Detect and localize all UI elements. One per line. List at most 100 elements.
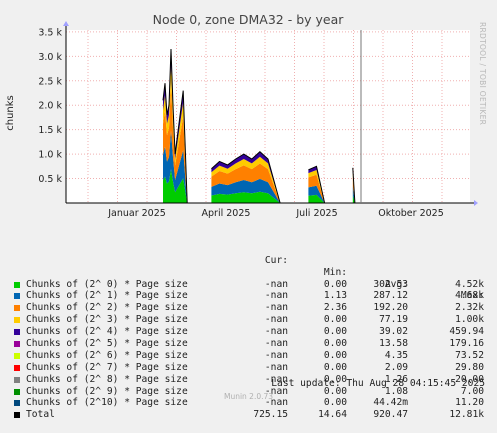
- total-line: [352, 167, 356, 204]
- legend-min: 0.00: [323, 337, 347, 349]
- stack-layer: [211, 191, 281, 203]
- x-tick-label: Juli 2025: [295, 208, 337, 219]
- legend-row: Chunks of (2^ 4) * Page size -nan 0.00 39.0…: [14, 326, 494, 338]
- legend-name: Chunks of (2^ 0) * Page size: [26, 278, 188, 290]
- legend-avg: 192.20: [373, 302, 408, 314]
- legend-header: Cur: Min: Avg: Max:: [14, 243, 494, 302]
- legend-swatch: [14, 293, 20, 300]
- stack-layer: [163, 84, 188, 203]
- legend-cur: -nan: [264, 373, 288, 385]
- stack-layer: [352, 186, 355, 203]
- legend-swatch: [14, 400, 20, 407]
- legend-max: 73.52: [455, 349, 484, 361]
- legend-row: Chunks of (2^ 6) * Page size -nan 0.00 4.35…: [14, 350, 494, 362]
- legend-max: 29.80: [455, 361, 484, 373]
- legend-cur: -nan: [264, 397, 288, 409]
- stack-layer: [352, 195, 355, 203]
- legend-max: 7.00: [460, 385, 484, 397]
- legend-swatch: [14, 281, 20, 288]
- legend-row: Chunks of (2^ 8) * Page size -nan 0.00 1.26…: [14, 374, 494, 386]
- legend-row: Chunks of (2^ 9) * Page size -nan 0.00 1.08…: [14, 386, 494, 398]
- legend-max: 1.00k: [455, 314, 484, 326]
- stack-layer: [163, 130, 188, 203]
- stack-layer: [163, 169, 188, 203]
- legend-cur: -nan: [264, 314, 288, 326]
- x-tick-label: Januar 2025: [107, 208, 166, 219]
- footer-version: Munin 2.0.73: [223, 392, 274, 401]
- legend-min: 0.00: [323, 397, 347, 409]
- legend-max: 4.68k: [455, 290, 484, 302]
- stack-layer: [308, 174, 325, 203]
- data-areas: [162, 48, 356, 204]
- legend-avg: 302.53: [373, 278, 408, 290]
- legend-name: Chunks of (2^10) * Page size: [26, 397, 188, 409]
- legend-swatch: [14, 329, 20, 336]
- y-tick-label: 0.5 k: [38, 174, 62, 185]
- stack-layer: [308, 166, 325, 203]
- legend-avg: 2.09: [384, 361, 408, 373]
- legend-max: 11.20: [455, 397, 484, 409]
- total-line: [211, 151, 281, 204]
- chart-title: Node 0, zone DMA32 - by year: [153, 12, 345, 27]
- legend-cur: -nan: [264, 361, 288, 373]
- legend-cur: -nan: [264, 326, 288, 338]
- legend-row: Chunks of (2^ 0) * Page size -nan 0.00 302.…: [14, 279, 494, 291]
- legend-name: Total: [26, 409, 55, 421]
- legend-cur: -nan: [264, 385, 288, 397]
- legend-min: 0.00: [323, 314, 347, 326]
- legend-name: Chunks of (2^ 9) * Page size: [26, 385, 188, 397]
- y-axis-arrow: [63, 21, 69, 26]
- total-line: [308, 165, 326, 204]
- legend-max: 12.81k: [449, 409, 484, 421]
- stack-layer: [211, 178, 281, 203]
- legend-name: Chunks of (2^ 4) * Page size: [26, 326, 188, 338]
- x-tick-label: April 2025: [202, 208, 251, 219]
- header-cur: Cur:: [264, 254, 288, 266]
- legend-avg: 1.08: [384, 385, 408, 397]
- chart: Node 0, zone DMA32 - by year chunks 0.5 …: [5, 12, 478, 219]
- stack-layer: [211, 156, 281, 203]
- header-min: Min:: [323, 266, 347, 278]
- legend-name: Chunks of (2^ 1) * Page size: [26, 290, 188, 302]
- legend-row: Chunks of (2^ 2) * Page size -nan 2.36 192.…: [14, 302, 494, 314]
- legend-name: Chunks of (2^ 8) * Page size: [26, 373, 188, 385]
- legend-row: Total 725.15 14.64 920.47 12.81k: [14, 409, 494, 421]
- legend-avg: 44.42m: [373, 397, 408, 409]
- legend-row: Chunks of (2^10) * Page size -nan 0.00 44.4…: [14, 397, 494, 409]
- legend-row: Chunks of (2^ 1) * Page size -nan 1.13 287.…: [14, 290, 494, 302]
- legend-avg: 77.19: [379, 314, 408, 326]
- legend-cur: -nan: [264, 302, 288, 314]
- legend-min: 0.00: [323, 373, 347, 385]
- y-tick-label: 2.5 k: [38, 76, 62, 87]
- legend: Cur: Min: Avg: Max: Chunks of (2^ 0) * P…: [14, 219, 494, 433]
- legend-swatch: [14, 376, 20, 383]
- x-ticks: Januar 2025 April 2025 Juli 2025 Oktober 20…: [107, 208, 444, 219]
- legend-row: Chunks of (2^ 3) * Page size -nan 0.00 77.1…: [14, 314, 494, 326]
- header-max: Max:: [460, 290, 484, 302]
- legend-min: 0.00: [323, 385, 347, 397]
- legend-name: Chunks of (2^ 7) * Page size: [26, 361, 188, 373]
- legend-swatch: [14, 317, 20, 324]
- legend-avg: 1.26: [384, 373, 408, 385]
- legend-min: 14.64: [318, 409, 347, 421]
- legend-min: 0.00: [323, 361, 347, 373]
- x-axis-arrow: [474, 200, 478, 206]
- legend-cur: -nan: [264, 337, 288, 349]
- legend-name: Chunks of (2^ 5) * Page size: [26, 337, 188, 349]
- legend-min: 0.00: [323, 326, 347, 338]
- legend-cur: 725.15: [253, 409, 288, 421]
- legend-cur: -nan: [264, 290, 288, 302]
- legend-swatch: [14, 352, 20, 359]
- legend-min: 0.00: [323, 349, 347, 361]
- y-tick-label: 1.5 k: [38, 125, 62, 136]
- legend-avg: 4.35: [384, 349, 408, 361]
- stack-layer: [308, 185, 325, 203]
- stack-layer: [308, 170, 325, 203]
- legend-max: 2.32k: [455, 302, 484, 314]
- total-line: [162, 48, 188, 204]
- legend-max: 179.16: [449, 337, 484, 349]
- last-update: Last update: Thu Aug 28 04:15:45 2025: [271, 378, 485, 389]
- legend-name: Chunks of (2^ 6) * Page size: [26, 349, 188, 361]
- legend-min: 2.36: [323, 302, 347, 314]
- legend-avg: 13.58: [379, 337, 408, 349]
